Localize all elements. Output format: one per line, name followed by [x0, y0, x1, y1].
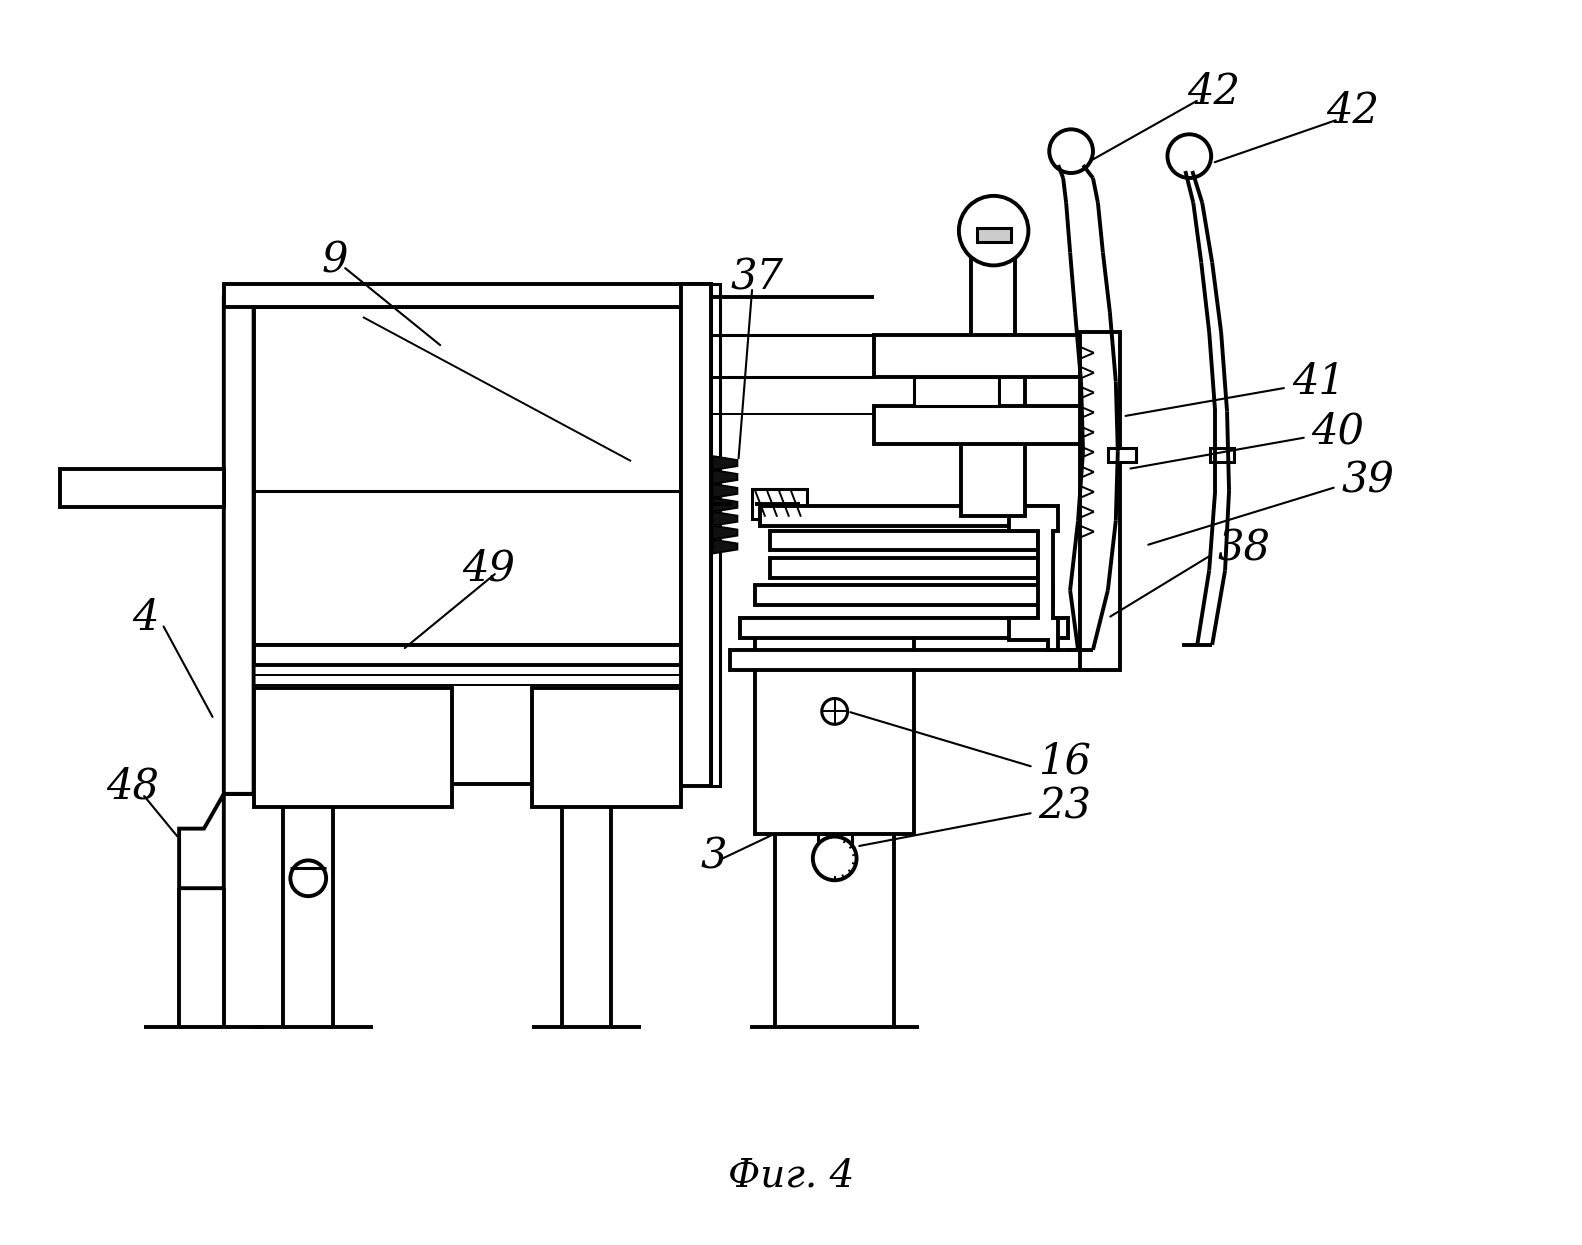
Polygon shape	[1009, 505, 1058, 650]
Circle shape	[291, 860, 326, 896]
Bar	[770, 559, 1038, 578]
Circle shape	[1049, 129, 1093, 173]
Bar	[971, 253, 1016, 342]
Bar	[740, 618, 1068, 637]
Polygon shape	[179, 298, 253, 888]
Bar	[755, 585, 1054, 605]
Text: 40: 40	[1311, 411, 1365, 452]
Bar	[253, 645, 680, 665]
Bar	[755, 620, 914, 834]
Bar	[253, 308, 680, 645]
Bar	[753, 489, 807, 519]
Text: 38: 38	[1217, 528, 1270, 569]
Bar	[960, 342, 1025, 515]
Polygon shape	[712, 525, 737, 539]
Text: 42: 42	[1326, 91, 1380, 132]
Bar	[875, 406, 1093, 444]
Bar	[770, 530, 1038, 550]
Text: 41: 41	[1291, 361, 1345, 402]
Bar	[1210, 448, 1234, 462]
Bar	[60, 469, 223, 507]
Bar	[761, 505, 1049, 525]
Circle shape	[1168, 134, 1212, 178]
Text: 48: 48	[106, 766, 160, 808]
Bar	[875, 335, 1093, 377]
Circle shape	[959, 195, 1028, 265]
Polygon shape	[712, 456, 737, 471]
Bar	[1107, 448, 1136, 462]
Polygon shape	[712, 512, 737, 525]
Text: 4: 4	[133, 598, 158, 639]
Text: 42: 42	[1188, 71, 1240, 112]
Text: 16: 16	[1038, 740, 1092, 782]
Text: 37: 37	[731, 256, 783, 299]
Text: 3: 3	[701, 835, 728, 878]
Polygon shape	[712, 498, 737, 512]
Circle shape	[813, 837, 856, 880]
Bar	[914, 377, 998, 406]
Bar	[710, 284, 720, 786]
Polygon shape	[712, 539, 737, 554]
Text: 23: 23	[1038, 786, 1092, 828]
Bar	[253, 687, 452, 807]
Polygon shape	[712, 471, 737, 484]
Polygon shape	[223, 298, 710, 794]
Text: 9: 9	[321, 239, 348, 281]
Text: Фиг. 4: Фиг. 4	[728, 1158, 854, 1195]
Bar	[532, 687, 680, 807]
Polygon shape	[712, 484, 737, 498]
Bar	[680, 284, 710, 786]
Bar	[731, 650, 1088, 670]
Bar	[1081, 332, 1120, 670]
Bar	[818, 834, 851, 848]
Text: 49: 49	[462, 548, 516, 589]
Text: 39: 39	[1342, 459, 1394, 502]
Bar	[223, 284, 710, 308]
Circle shape	[821, 698, 848, 725]
Bar	[976, 228, 1011, 242]
